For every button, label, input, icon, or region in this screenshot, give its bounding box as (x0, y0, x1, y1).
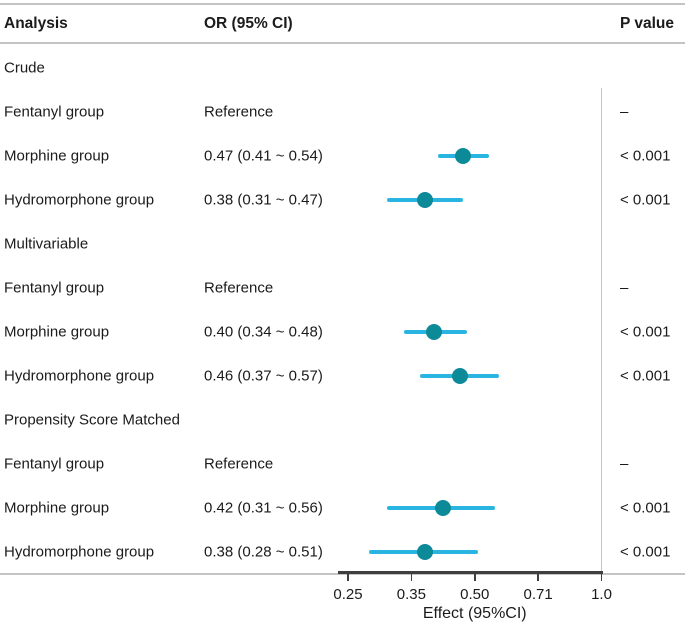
forest-row: Fentanyl group Reference – (0, 442, 685, 486)
estimate-text: Reference (204, 103, 274, 121)
x-tick-label: 0.50 (460, 586, 490, 603)
forest-row: Hydromorphone group 0.38 (0.31 ~ 0.47) < 0… (0, 178, 685, 222)
x-tick-label: 1.0 (591, 586, 612, 603)
row-label: Fentanyl group (4, 279, 105, 297)
x-tick (537, 571, 539, 581)
estimate-text: 0.42 (0.31 ~ 0.56) (204, 499, 323, 517)
estimate-text: Reference (204, 279, 274, 297)
section-label: Propensity Score Matched (4, 411, 180, 429)
row-label: Fentanyl group (4, 103, 105, 121)
effect-point (434, 500, 451, 516)
x-tick-label: 0.35 (396, 586, 426, 603)
x-tick-label: 0.25 (333, 586, 363, 603)
estimate-text: 0.40 (0.34 ~ 0.48) (204, 323, 323, 341)
effect-point (425, 324, 442, 340)
row-label: Morphine group (4, 147, 110, 165)
row-label: Morphine group (4, 499, 110, 517)
x-tick (600, 571, 603, 581)
p-value-text: – (620, 455, 629, 473)
row-label: Morphine group (4, 323, 110, 341)
estimate-text: Reference (204, 455, 274, 473)
top-rule (0, 3, 685, 5)
analysis-section-row: Multivariable (0, 222, 685, 266)
column-header-analysis: Analysis (4, 15, 68, 32)
section-label: Crude (4, 59, 45, 77)
x-tick-label: 0.71 (523, 586, 553, 603)
row-label: Hydromorphone group (4, 367, 155, 385)
effect-point (416, 192, 433, 208)
x-tick (473, 571, 476, 581)
effect-point (451, 368, 468, 384)
analysis-section-row: Crude (0, 46, 685, 90)
p-value-text: – (620, 279, 629, 297)
column-header-or-ci: OR (95% CI) (204, 15, 293, 32)
x-axis-line (338, 571, 603, 574)
estimate-text: 0.46 (0.37 ~ 0.57) (204, 367, 323, 385)
forest-row: Morphine group 0.47 (0.41 ~ 0.54) < 0.001 (0, 134, 685, 178)
estimate-text: 0.38 (0.28 ~ 0.51) (204, 543, 323, 561)
p-value-text: < 0.001 (620, 499, 671, 517)
section-label: Multivariable (4, 235, 89, 253)
forest-row: Morphine group 0.40 (0.34 ~ 0.48) < 0.001 (0, 310, 685, 354)
forest-row: Hydromorphone group 0.46 (0.37 ~ 0.57) < 0… (0, 354, 685, 398)
column-header-p-value: P value (620, 15, 675, 32)
forest-row: Morphine group 0.42 (0.31 ~ 0.56) < 0.001 (0, 486, 685, 530)
x-tick (410, 571, 413, 581)
p-value-text: < 0.001 (620, 323, 671, 341)
row-label: Hydromorphone group (4, 543, 155, 561)
p-value-text: < 0.001 (620, 367, 671, 385)
p-value-text: < 0.001 (620, 543, 671, 561)
p-value-text: < 0.001 (620, 191, 671, 209)
row-label: Fentanyl group (4, 455, 105, 473)
reference-line (600, 88, 603, 574)
bottom-rule (0, 573, 685, 575)
forest-row: Fentanyl group Reference – (0, 90, 685, 134)
p-value-text: < 0.001 (620, 147, 671, 165)
x-tick (347, 571, 349, 581)
header-rule (0, 42, 685, 44)
analysis-section-row: Propensity Score Matched (0, 398, 685, 442)
forest-row: Fentanyl group Reference – (0, 266, 685, 310)
estimate-text: 0.47 (0.41 ~ 0.54) (204, 147, 323, 165)
effect-point (455, 148, 472, 164)
estimate-text: 0.38 (0.31 ~ 0.47) (204, 191, 323, 209)
forest-row: Hydromorphone group 0.38 (0.28 ~ 0.51) < 0… (0, 530, 685, 574)
x-axis-title: Effect (95%CI) (422, 605, 527, 622)
effect-point (416, 544, 433, 560)
p-value-text: – (620, 103, 629, 121)
row-label: Hydromorphone group (4, 191, 155, 209)
